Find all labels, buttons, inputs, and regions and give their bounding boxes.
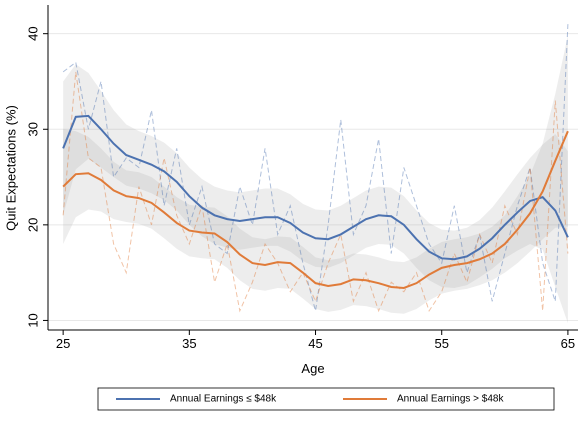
- x-axis-label: Age: [301, 361, 324, 376]
- raw-line: [62, 24, 569, 312]
- legend-label: Annual Earnings ≤ $48k: [170, 394, 277, 405]
- x-tick-label: 55: [434, 336, 448, 351]
- confidence-band: [63, 35, 568, 314]
- legend-box: [97, 387, 555, 411]
- series-line: [62, 130, 569, 289]
- x-tick-label: 35: [182, 336, 196, 351]
- x-tick-label: 65: [561, 336, 575, 351]
- plot-area: [48, 5, 578, 330]
- legend-label: Annual Earnings > $48k: [397, 394, 504, 405]
- y-tick-label: 20: [25, 218, 40, 232]
- x-tick-label: 25: [56, 336, 70, 351]
- plot-layer: [48, 24, 578, 324]
- y-axis-label: Quit Expectations (%): [3, 105, 18, 231]
- y-tick-label: 10: [25, 313, 40, 327]
- y-tick-label: 40: [25, 26, 40, 40]
- series-line: [62, 114, 569, 261]
- y-tick-label: 30: [25, 122, 40, 136]
- x-tick-label: 45: [308, 336, 322, 351]
